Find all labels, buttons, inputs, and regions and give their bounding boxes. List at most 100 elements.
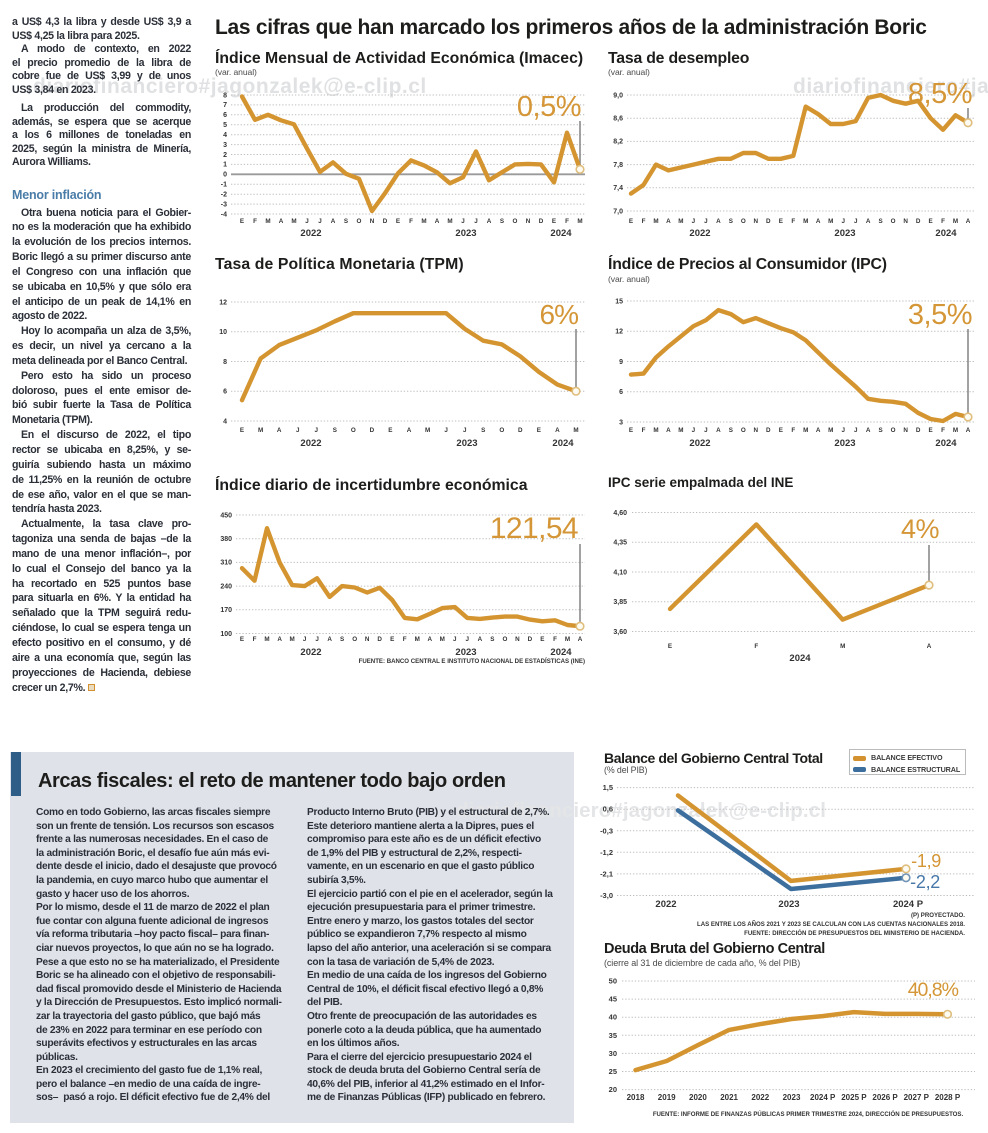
svg-text:121,54: 121,54: [490, 512, 578, 545]
svg-text:2024: 2024: [935, 228, 957, 239]
svg-text:F: F: [553, 636, 557, 643]
svg-text:M: M: [421, 218, 426, 225]
svg-text:2024 P: 2024 P: [810, 1093, 836, 1102]
svg-text:A: A: [277, 427, 282, 434]
svg-text:J: J: [318, 218, 322, 225]
svg-text:10: 10: [219, 329, 227, 336]
svg-text:2023: 2023: [778, 899, 799, 910]
svg-text:2023: 2023: [456, 438, 477, 449]
svg-text:E: E: [540, 636, 544, 643]
svg-text:N: N: [526, 218, 531, 225]
svg-text:J: J: [296, 427, 300, 434]
svg-text:A: A: [331, 218, 336, 225]
svg-text:9: 9: [619, 359, 623, 366]
svg-text:S: S: [729, 427, 733, 434]
svg-text:S: S: [490, 636, 494, 643]
svg-text:450: 450: [220, 512, 232, 519]
svg-text:M: M: [258, 427, 263, 434]
svg-text:2019: 2019: [658, 1093, 676, 1102]
svg-text:30: 30: [609, 1049, 617, 1058]
svg-text:8,2: 8,2: [613, 139, 623, 146]
svg-text:2024: 2024: [789, 653, 811, 664]
svg-text:A: A: [866, 218, 871, 225]
svg-text:M: M: [425, 427, 430, 434]
svg-text:4%: 4%: [901, 514, 940, 544]
svg-text:M: M: [828, 427, 833, 434]
svg-text:7,0: 7,0: [613, 208, 623, 215]
svg-text:8: 8: [223, 359, 227, 366]
svg-text:2023: 2023: [455, 647, 476, 658]
svg-text:M: M: [440, 636, 445, 643]
svg-text:0: 0: [223, 172, 227, 179]
svg-text:15: 15: [615, 298, 623, 305]
svg-text:FUENTE: BANCO CENTRAL E INSTIT: FUENTE: BANCO CENTRAL E INSTITUTO NACION…: [359, 657, 585, 665]
svg-text:D: D: [539, 218, 544, 225]
svg-text:D: D: [766, 427, 771, 434]
svg-text:E: E: [240, 218, 244, 225]
svg-text:E: E: [668, 643, 672, 650]
svg-text:A: A: [716, 427, 721, 434]
svg-text:M: M: [573, 427, 578, 434]
svg-text:A: A: [816, 218, 821, 225]
svg-text:F: F: [791, 218, 795, 225]
svg-text:3: 3: [619, 419, 623, 426]
svg-text:A: A: [666, 218, 671, 225]
svg-text:-3: -3: [221, 201, 227, 208]
svg-text:2023: 2023: [834, 228, 855, 239]
svg-text:E: E: [779, 427, 783, 434]
svg-text:2028 P: 2028 P: [935, 1093, 961, 1102]
svg-text:S: S: [340, 636, 344, 643]
svg-text:6: 6: [223, 389, 227, 396]
svg-text:O: O: [741, 427, 746, 434]
svg-text:3: 3: [223, 142, 227, 149]
svg-text:25: 25: [609, 1067, 617, 1076]
svg-text:N: N: [754, 218, 759, 225]
svg-text:M: M: [265, 218, 270, 225]
svg-text:35: 35: [609, 1031, 617, 1040]
svg-text:A: A: [927, 643, 932, 650]
svg-text:D: D: [518, 427, 523, 434]
svg-text:A: A: [578, 636, 583, 643]
svg-text:M: M: [803, 427, 808, 434]
svg-text:O: O: [741, 218, 746, 225]
svg-text:M: M: [828, 218, 833, 225]
svg-text:2024: 2024: [935, 438, 957, 449]
svg-text:O: O: [352, 636, 357, 643]
svg-text:A: A: [866, 427, 871, 434]
svg-text:2024 P: 2024 P: [893, 899, 924, 910]
svg-text:N: N: [903, 218, 908, 225]
svg-text:170: 170: [220, 607, 232, 614]
svg-text:S: S: [878, 218, 882, 225]
svg-text:380: 380: [220, 536, 232, 543]
svg-text:J: J: [466, 636, 470, 643]
svg-text:2021: 2021: [720, 1093, 738, 1102]
svg-text:A: A: [435, 218, 440, 225]
svg-text:E: E: [629, 427, 633, 434]
svg-text:A: A: [816, 427, 821, 434]
svg-text:O: O: [351, 427, 356, 434]
svg-text:J: J: [453, 636, 457, 643]
svg-text:F: F: [642, 427, 646, 434]
svg-text:FUENTE: DIRECCIÓN DE PRESUPUES: FUENTE: DIRECCIÓN DE PRESUPUESTOS DEL MI…: [744, 929, 965, 937]
svg-text:N: N: [754, 427, 759, 434]
svg-text:4,35: 4,35: [613, 540, 627, 547]
svg-text:F: F: [565, 218, 569, 225]
svg-text:2023: 2023: [455, 228, 476, 239]
svg-text:A: A: [428, 636, 433, 643]
svg-text:J: J: [704, 218, 708, 225]
svg-text:E: E: [240, 427, 244, 434]
svg-text:-1,9: -1,9: [911, 851, 941, 871]
svg-text:2022: 2022: [689, 228, 710, 239]
svg-text:7,4: 7,4: [613, 185, 623, 192]
svg-text:J: J: [704, 427, 708, 434]
svg-text:J: J: [314, 427, 318, 434]
svg-text:J: J: [463, 427, 467, 434]
svg-text:2027 P: 2027 P: [904, 1093, 930, 1102]
svg-text:M: M: [565, 636, 570, 643]
svg-text:-4: -4: [221, 211, 227, 218]
svg-text:J: J: [692, 427, 696, 434]
svg-text:M: M: [840, 643, 845, 650]
svg-text:0,6: 0,6: [603, 805, 613, 814]
svg-text:E: E: [779, 218, 783, 225]
svg-text:M: M: [653, 218, 658, 225]
